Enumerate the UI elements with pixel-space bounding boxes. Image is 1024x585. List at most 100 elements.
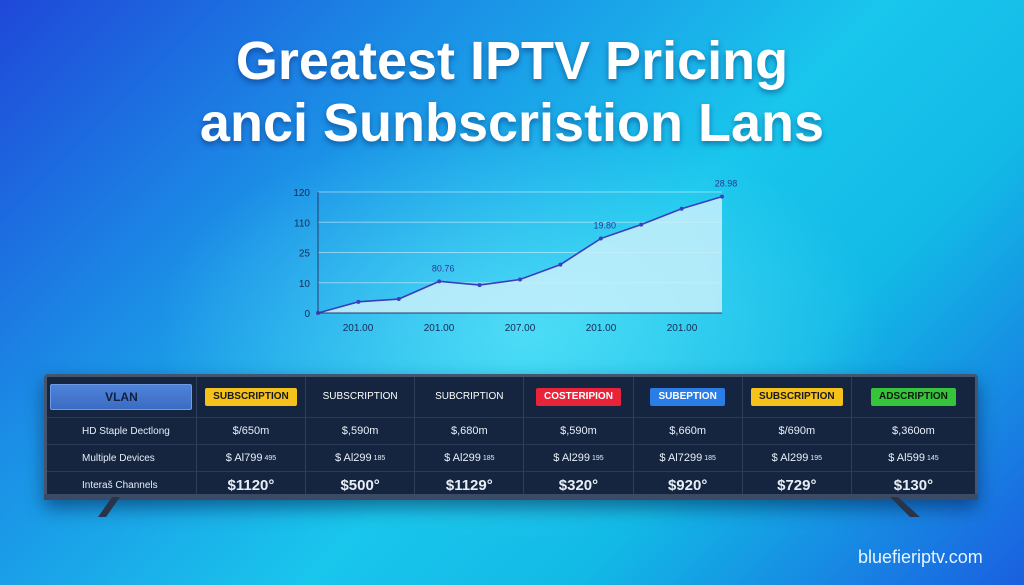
pricing-table: VLAN HD Staple Dectlong Multiple Devices… <box>47 377 975 497</box>
plan-header-cell: VLAN <box>47 377 196 418</box>
plan-badge[interactable]: SUBSCRIPTION <box>751 388 843 406</box>
plan-badge[interactable]: COSTERIPION <box>536 388 621 406</box>
feature-row-1: Multiple Devices <box>47 445 196 472</box>
plan-header-cell: COSTERIPION <box>524 377 633 418</box>
plan-annual: $ Al799 495 <box>196 445 306 472</box>
chart-data-label: 28.98 <box>715 180 738 189</box>
x-tick-label: 201.00 <box>667 323 698 334</box>
chart-point <box>639 222 644 227</box>
chart-point <box>720 194 724 199</box>
plan-price: $1129° <box>445 476 493 494</box>
y-tick-label: 25 <box>299 249 311 260</box>
title-line-2: anci Sunbscristion Lans <box>199 93 825 153</box>
plan-price: $1120° <box>227 476 275 494</box>
chart-point <box>437 279 442 284</box>
chart-area <box>318 196 722 313</box>
plan-header-cell: ADSCRIPTION <box>851 377 975 418</box>
annual-sup: 195 <box>810 454 823 462</box>
plan-rate: $/690m <box>742 418 851 445</box>
plan-rate: $,680m <box>415 418 524 445</box>
plan-price: $320° <box>558 476 599 494</box>
annual-sup: 495 <box>264 454 277 462</box>
y-tick-label: 120 <box>293 188 310 199</box>
annual-value: $ Al299 <box>771 452 809 464</box>
annual-value: $ Al799 <box>225 452 263 464</box>
annual-value: $ Al599 <box>888 452 925 464</box>
plan-rate: $,590m <box>524 418 633 445</box>
plan-badge[interactable]: ADSCRIPTION <box>870 388 956 406</box>
plan-rate: $,590m <box>306 418 415 445</box>
plan-header-cell: SUBCRIPTION <box>415 377 524 418</box>
plan-header[interactable]: VLAN <box>50 384 193 410</box>
chart-point <box>356 299 361 304</box>
plan-column-6: ADSCRIPTION $,360om $ Al599 145 $130° <box>851 377 975 497</box>
annual-sup: 185 <box>482 454 495 462</box>
chart-point <box>477 283 482 288</box>
chart-point <box>396 297 401 302</box>
chart-svg: 120 110 25 10 0 201.00 201.00 207.00 201.00 201.0… <box>293 180 738 334</box>
chart-point <box>679 206 684 211</box>
annual-value: $ Al299 <box>553 452 590 464</box>
blue-square-icon <box>61 453 72 464</box>
annual-value: $ Al299 <box>334 452 372 464</box>
feature-column: VLAN HD Staple Dectlong Multiple Devices… <box>47 377 197 497</box>
plan-rate: $,660m <box>633 418 742 445</box>
plan-price: $920° <box>667 476 708 494</box>
plan-badge[interactable]: SUBSCRIPTION <box>205 388 297 406</box>
plan-header-cell: SUBSCRIPTION <box>196 377 306 418</box>
chart-point <box>558 262 563 267</box>
annual-sup: 145 <box>926 454 939 462</box>
tv-stand-right <box>880 497 920 519</box>
annual-sup: 185 <box>373 454 386 462</box>
x-tick-label: 201.00 <box>343 323 374 334</box>
plan-rate: $/650m <box>196 418 306 445</box>
feature-row-2: Interaš Channels <box>47 472 196 498</box>
y-tick-label: 0 <box>304 309 310 320</box>
plan-badge[interactable]: SUBSCRIPTION <box>322 391 398 402</box>
feature-row-0: HD Staple Dectlong <box>47 418 196 445</box>
plan-annual: $ Al599 145 <box>851 445 975 472</box>
feature-label: Interaš Channels <box>82 479 158 491</box>
x-tick-label: 207.00 <box>505 323 536 334</box>
plan-column-3: COSTERIPION $,590m $ Al299 195 $320° <box>524 377 634 497</box>
plan-price: $130° <box>893 476 934 494</box>
plan-badge[interactable]: SUBEPTION <box>650 388 725 406</box>
price-chart: 120 110 25 10 0 201.00 201.00 207.00 201.00 201.0… <box>280 180 740 345</box>
plan-price: $500° <box>340 476 380 494</box>
plan-header-cell: SUBSCRIPTION <box>742 377 851 418</box>
annual-value: $ Al299 <box>444 452 481 464</box>
annual-sup: 185 <box>704 454 716 462</box>
x-tick-label: 201.00 <box>424 323 455 334</box>
tv-screen: VLAN HD Staple Dectlong Multiple Devices… <box>44 374 978 500</box>
feature-label: HD Staple Dectlong <box>82 425 170 437</box>
plan-badge[interactable]: SUBCRIPTION <box>435 391 504 402</box>
chart-point <box>518 277 522 282</box>
plan-column-2: SUBCRIPTION $,680m $ Al299 185 $1129° <box>415 377 525 497</box>
title-line-1: Greatest IPTV Pricing <box>235 31 789 91</box>
plan-column-5: SUBSCRIPTION $/690m $ Al299 195 $729° <box>742 377 852 497</box>
chart-point <box>598 236 603 241</box>
tv-stand-left <box>98 497 138 519</box>
plan-annual: $ Al299 195 <box>524 445 633 472</box>
y-tick-label: 10 <box>299 279 311 290</box>
feature-label: Multiple Devices <box>82 452 155 464</box>
plan-column-4: SUBEPTION $,660m $ Al7299 185 $920° <box>633 377 743 497</box>
tv-bezel-bottom <box>44 494 978 500</box>
plan-annual: $ Al299 185 <box>415 445 524 472</box>
brand-watermark: bluefieriptv.com <box>858 547 983 567</box>
plan-price: $729° <box>777 476 817 494</box>
green-square-icon <box>61 426 72 437</box>
chart-data-label: 19.80 <box>594 221 617 231</box>
plan-header-cell: SUBEPTION <box>633 377 742 418</box>
plan-annual: $ Al299 185 <box>306 445 415 472</box>
plan-column-0: SUBSCRIPTION $/650m $ Al799 495 $1120° <box>196 377 307 497</box>
plan-annual: $ Al7299 185 <box>633 445 742 472</box>
x-tick-label: 201.00 <box>586 323 617 334</box>
page-title: Greatest IPTV Pricing anci Sunbscristion… <box>0 30 1024 154</box>
plan-rate: $,360om <box>851 418 975 445</box>
chart-data-label: 80.76 <box>432 263 455 273</box>
purple-square-icon <box>61 480 72 491</box>
y-tick-label: 110 <box>294 218 310 229</box>
plan-column-1: SUBSCRIPTION $,590m $ Al299 185 $500° <box>306 377 416 497</box>
annual-sup: 195 <box>591 454 604 462</box>
